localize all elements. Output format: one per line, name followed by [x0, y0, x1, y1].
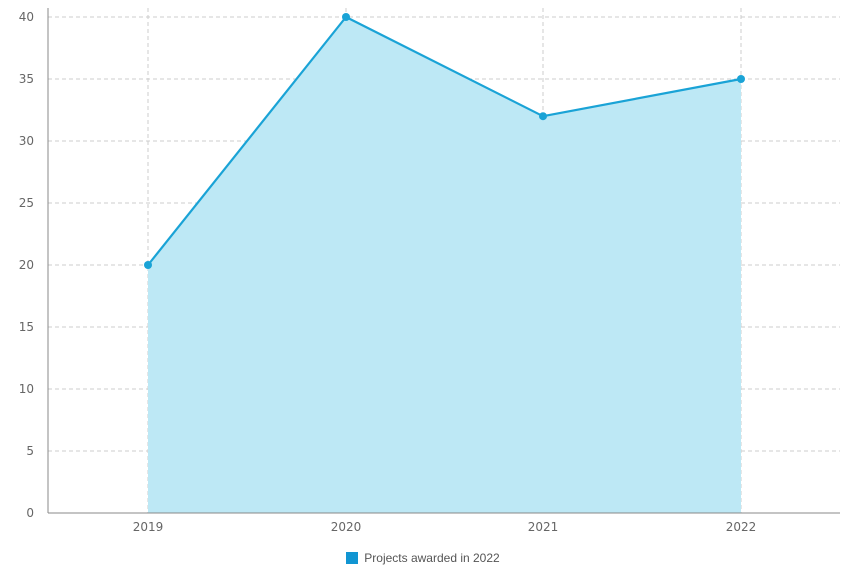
legend-label: Projects awarded in 2022 — [364, 551, 500, 565]
legend-swatch — [346, 552, 359, 564]
x-tick-label: 2020 — [331, 520, 362, 534]
series-layer — [144, 13, 745, 269]
series-line — [147, 15, 742, 266]
y-tick-label: 35 — [19, 72, 34, 86]
y-tick-label: 40 — [19, 10, 34, 24]
label-layer: 0 5 10 15 20 25 30 35 40 2019 2020 2021 2022 — [19, 10, 757, 534]
data-point — [342, 13, 350, 21]
x-tick-label: 2022 — [726, 520, 757, 534]
data-point — [737, 75, 745, 83]
y-tick-label: 20 — [19, 258, 34, 272]
axis-layer — [47, 8, 840, 514]
data-point — [144, 261, 152, 269]
x-tick-label: 2019 — [133, 520, 164, 534]
x-tick-label: 2021 — [528, 520, 559, 534]
area-layer — [148, 17, 741, 513]
y-tick-label: 15 — [19, 320, 34, 334]
series-area — [148, 17, 741, 513]
data-point — [539, 112, 547, 121]
y-tick-label: 10 — [19, 382, 34, 396]
y-tick-label: 0 — [26, 506, 34, 520]
y-tick-label: 30 — [19, 134, 34, 148]
y-tick-label: 25 — [19, 196, 34, 210]
legend[interactable]: Projects awarded in 2022 — [0, 551, 846, 565]
y-tick-label: 5 — [26, 444, 34, 458]
